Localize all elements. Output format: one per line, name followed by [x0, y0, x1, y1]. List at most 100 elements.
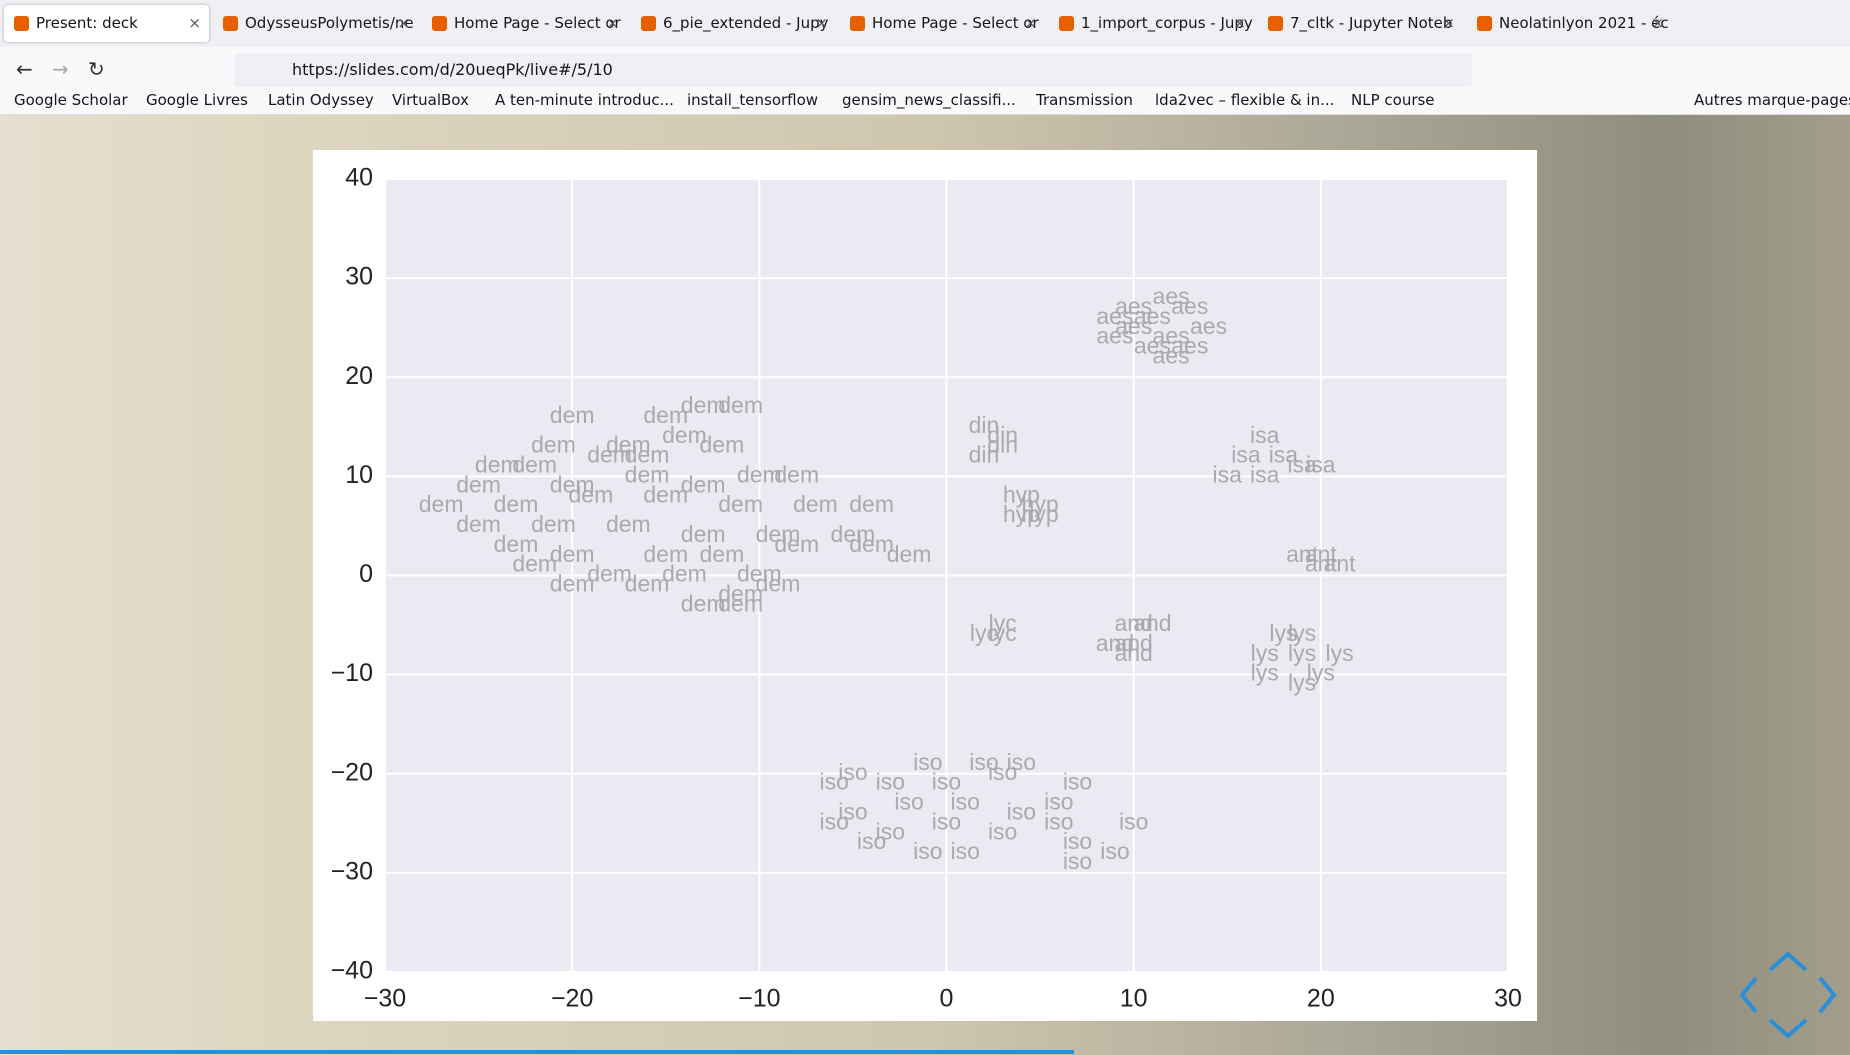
x-tick-label: 10 [1120, 985, 1148, 1013]
point-label: lys [1325, 640, 1353, 666]
tab-close[interactable]: × [188, 14, 201, 32]
point-label: dem [681, 471, 726, 497]
point-label: dem [625, 570, 670, 596]
tab-close[interactable]: × [1442, 14, 1455, 32]
tab[interactable]: 1_import_corpus - Jupy × [1049, 5, 1254, 42]
tab-title: Neolatinlyon 2021 - éc [1499, 14, 1669, 32]
point-label: isa [1306, 452, 1336, 478]
x-tick-label: 20 [1307, 985, 1335, 1013]
point-label: dem [625, 461, 670, 487]
bookmark[interactable]: install_tensorflow [687, 91, 819, 109]
point-label: aes [1096, 303, 1133, 329]
y-tick-label: −40 [331, 957, 373, 985]
point-label: dem [831, 521, 876, 547]
x-tick-label: 0 [940, 985, 954, 1013]
point-label: dem [643, 481, 688, 507]
point-label: isa [1231, 442, 1261, 468]
point-label: dem [531, 511, 576, 537]
tab-close[interactable]: × [606, 14, 619, 32]
point-label: iso [1044, 808, 1073, 834]
point-label: dem [662, 422, 707, 448]
point-label: dem [756, 521, 801, 547]
point-label: iso [819, 808, 848, 834]
tab[interactable]: 7_cltk - Jupyter Noteb × [1258, 5, 1463, 42]
point-label: iso [1100, 838, 1129, 864]
point-label: dem [737, 561, 782, 587]
point-label: dem [849, 531, 894, 557]
point-label: iso [988, 759, 1017, 785]
point-label: dem [774, 531, 819, 557]
point-label: dem [793, 491, 838, 517]
point-label: dem [606, 511, 651, 537]
point-label: dem [587, 442, 632, 468]
bookmark[interactable]: gensim_news_classifi... [842, 91, 1016, 109]
point-label: dem [643, 402, 688, 428]
point-label: aes [1153, 283, 1190, 309]
point-label: dem [700, 541, 745, 567]
bookmark[interactable]: lda2vec – flexible & in... [1155, 91, 1335, 109]
point-label: dem [587, 561, 632, 587]
point-label: dem [887, 541, 932, 567]
point-label: din [969, 412, 1000, 438]
point-label: iso [838, 798, 867, 824]
tab-close[interactable]: × [815, 14, 828, 32]
tab[interactable]: Home Page - Select or × [840, 5, 1045, 42]
bookmark[interactable]: Transmission [1036, 91, 1133, 109]
y-tick-label: 20 [345, 362, 373, 390]
forward-button[interactable]: → [52, 57, 69, 81]
bookmark[interactable]: Google Livres [146, 91, 248, 109]
point-label: dem [606, 432, 651, 458]
point-label: dem [475, 452, 520, 478]
tab-title: OdysseusPolymetis/ne [245, 14, 414, 32]
point-label: isa [1250, 461, 1280, 487]
back-button[interactable]: ← [16, 57, 33, 81]
point-label: dem [718, 392, 763, 418]
y-tick-label: 40 [345, 164, 373, 192]
x-tick-label: −30 [364, 985, 406, 1013]
point-label: isa [1287, 452, 1317, 478]
point-label: and [1096, 630, 1134, 656]
bookmark[interactable]: NLP course [1351, 91, 1435, 109]
point-label: aes [1171, 333, 1208, 359]
tab-close[interactable]: × [1233, 14, 1246, 32]
tab-close[interactable]: × [1024, 14, 1037, 32]
point-label: dem [550, 541, 595, 567]
point-label: iso [857, 828, 886, 854]
point-label: ant [1286, 541, 1319, 567]
tab[interactable]: 6_pie_extended - Jupy × [631, 5, 836, 42]
point-label: iso [1007, 749, 1036, 775]
y-tick-label: 30 [345, 263, 373, 291]
point-label: dem [550, 570, 595, 596]
reload-button[interactable]: ↻ [88, 57, 105, 81]
point-label: and [1133, 610, 1171, 636]
point-label: hyp [1022, 501, 1059, 527]
x-tick-label: −20 [551, 985, 593, 1013]
tab-close[interactable]: × [1651, 14, 1664, 32]
point-label: dem [849, 491, 894, 517]
y-tick-label: −20 [331, 758, 373, 786]
tab-title: 1_import_corpus - Jupy [1081, 14, 1253, 32]
tab-icon [223, 16, 238, 31]
point-label: dem [700, 432, 745, 458]
tab-title: Present: deck [36, 14, 138, 32]
tab[interactable]: OdysseusPolymetis/ne × [213, 5, 418, 42]
tab[interactable]: Present: deck × [4, 5, 209, 42]
bookmark[interactable]: Google Scholar [14, 91, 128, 109]
bookmark[interactable]: Latin Odyssey [268, 91, 374, 109]
point-label: lyc [970, 620, 998, 646]
point-label: iso [951, 789, 980, 815]
tab-title: Home Page - Select or [872, 14, 1039, 32]
y-tick-label: 0 [359, 560, 373, 588]
tab[interactable]: Home Page - Select or × [422, 5, 627, 42]
point-label: dem [494, 531, 539, 557]
url-bar[interactable]: https://slides.com/d/20ueqPk/live#/5/10 [234, 53, 1472, 87]
other-bookmarks[interactable]: Autres marque-pages [1694, 91, 1850, 109]
tab[interactable]: Neolatinlyon 2021 - éc × [1467, 5, 1672, 42]
slide-nav-arrows[interactable] [1739, 950, 1837, 1040]
tab-close[interactable]: × [397, 14, 410, 32]
bookmark[interactable]: A ten-minute introduc... [495, 91, 674, 109]
bookmark[interactable]: VirtualBox [392, 91, 469, 109]
point-label: iso [932, 808, 961, 834]
point-label: ant [1324, 551, 1357, 577]
